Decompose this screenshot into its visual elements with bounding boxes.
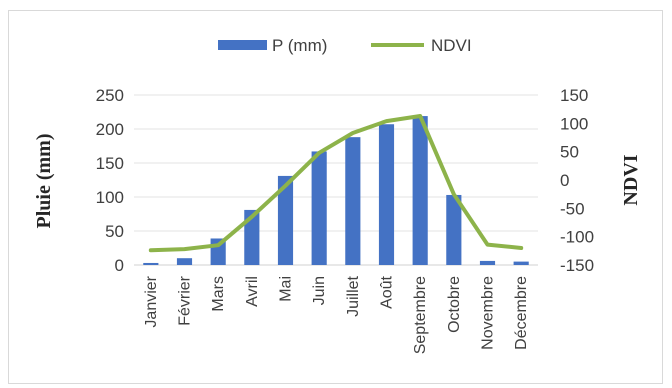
x-axis-ticks: Janvier Février Mars Avril Mai Juin Juillet Aoû… [143, 275, 530, 354]
ndvi-line [148, 114, 524, 253]
left-axis-tick: 50 [105, 222, 124, 241]
rain-bar [311, 151, 327, 265]
x-axis-tick-label: Juin [311, 276, 328, 305]
rain-bar [345, 137, 361, 265]
rain-bar [513, 261, 529, 265]
x-axis-tick-label: Octobre [446, 276, 463, 333]
rain-bar [412, 116, 428, 265]
x-axis-tick-label: Juillet [345, 275, 362, 316]
rain-bar [176, 258, 193, 265]
x-axis-tick-label: Janvier [143, 275, 160, 327]
right-axis-tick: -150 [560, 256, 594, 275]
x-axis-tick-label: Septembre [412, 276, 429, 354]
x-axis-tick-label: Avril [244, 276, 261, 307]
right-axis-tick: 150 [560, 86, 588, 105]
legend-label-rain: P (mm) [272, 36, 327, 55]
x-axis-tick-label: Février [177, 275, 194, 325]
rain-bar [378, 124, 395, 266]
rain-bar [446, 194, 462, 265]
legend: P (mm) NDVI [218, 36, 472, 55]
rain-bars [143, 116, 529, 266]
x-axis-tick-label: Décembre [513, 276, 530, 350]
left-axis-tick: 0 [115, 256, 124, 275]
legend-label-ndvi: NDVI [431, 36, 472, 55]
x-axis-tick-label: Mars [210, 276, 227, 312]
right-axis-tick: 50 [560, 143, 579, 162]
left-axis-tick: 200 [96, 120, 124, 139]
x-axis-tick-label: Août [379, 275, 396, 308]
legend-swatch-rain [218, 40, 267, 50]
left-axis-title: Pluie (mm) [33, 134, 55, 229]
right-axis-tick: 0 [560, 171, 569, 190]
left-axis-tick: 250 [96, 86, 124, 105]
rain-bar [143, 262, 159, 265]
ndvi-line-layer [148, 114, 524, 253]
x-axis-tick-label: Mai [278, 276, 295, 302]
x-axis-tick-label: Novembre [480, 276, 497, 350]
left-axis-ticks: 0 50 100 150 200 250 [96, 86, 124, 275]
rain-bar [277, 175, 294, 265]
rain-bar [244, 209, 260, 265]
left-axis-tick: 150 [96, 154, 124, 173]
right-axis-title: NDVI [620, 154, 642, 205]
right-axis-tick: 100 [560, 114, 588, 133]
left-axis-tick: 100 [96, 188, 124, 207]
right-axis-tick: -50 [560, 199, 585, 218]
right-axis-tick: -100 [560, 228, 594, 247]
right-axis-ticks: -150 -100 -50 0 50 100 150 [560, 86, 594, 275]
grid-lines [134, 94, 538, 266]
rain-bar [479, 260, 496, 265]
